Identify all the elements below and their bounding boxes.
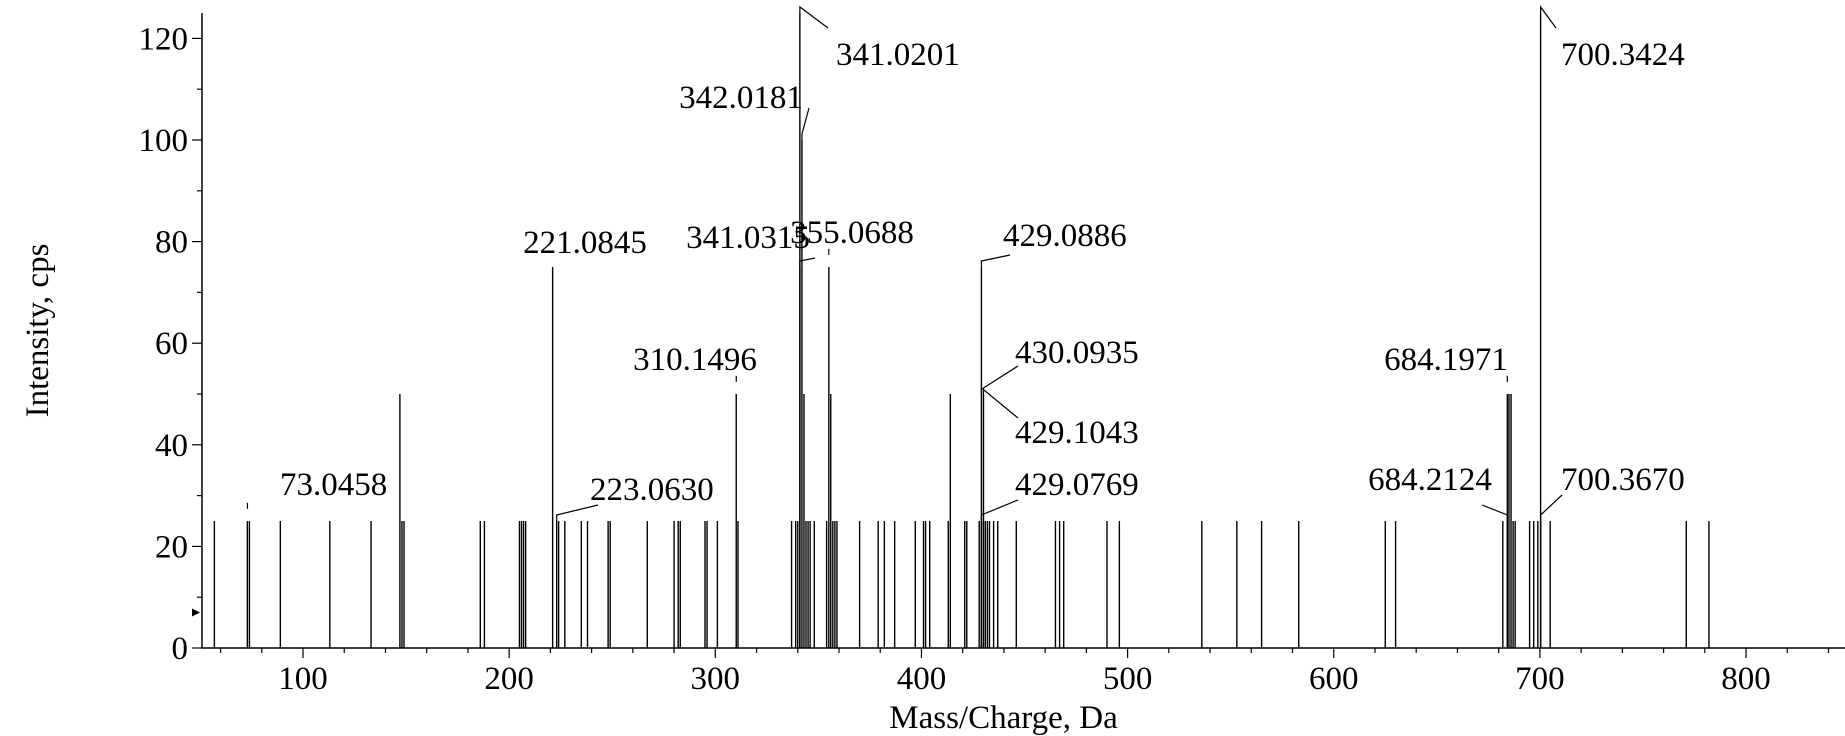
x-tick-label: 200: [484, 661, 534, 697]
peak-label: 73.0458: [280, 467, 387, 503]
annotation-labels: 73.0458221.0845223.0630310.1496341.03153…: [280, 37, 1685, 508]
x-axis-title: Mass/Charge, Da: [889, 700, 1118, 736]
annotation-leaders: [246, 5, 1563, 521]
annotation-leader: [982, 365, 1019, 394]
peak-label: 341.0201: [836, 37, 960, 73]
y-axis-ticks: 0 20 40 60 80 100 120: [139, 21, 202, 667]
annotation-leader: [980, 254, 1011, 267]
peak-label: 429.1043: [1015, 415, 1139, 451]
y-tick-label: 80: [155, 225, 188, 261]
peak-label: 429.0769: [1015, 467, 1139, 503]
annotation-leader: [980, 499, 1019, 521]
peak-bars: [213, 13, 1710, 648]
y-axis-title: Intensity, cps: [20, 244, 56, 418]
peak-label: 684.2124: [1368, 462, 1492, 498]
y-tick-label: 60: [155, 326, 188, 362]
peak-label: 684.1971: [1384, 342, 1508, 378]
peak-label: 355.0688: [790, 215, 914, 251]
annotation-leader: [1481, 504, 1508, 521]
x-axis-ticks: 100 200 300 400 500 600 700 800: [219, 648, 1830, 697]
x-tick-label: 400: [897, 661, 947, 697]
x-tick-label: 300: [691, 661, 741, 697]
annotation-leader: [801, 107, 810, 140]
x-tick-label: 600: [1309, 661, 1359, 697]
peak-label: 700.3670: [1561, 462, 1685, 498]
y-tick-label: 0: [172, 631, 189, 667]
peak-label: 310.1496: [633, 342, 757, 378]
peak-label: 700.3424: [1561, 37, 1685, 73]
peak-label: 223.0630: [590, 472, 714, 508]
x-tick-label: 100: [278, 661, 328, 697]
x-tick-label: 800: [1721, 661, 1771, 697]
annotation-leader: [1540, 5, 1557, 29]
annotation-leader: [799, 257, 816, 267]
annotation-leader: [980, 386, 1019, 419]
x-tick-label: 700: [1515, 661, 1565, 697]
y-tick-label: 40: [155, 428, 188, 464]
peak-label: 341.0315: [686, 220, 810, 256]
peak-label: 429.0886: [1003, 218, 1127, 254]
peak-label: 430.0935: [1015, 335, 1139, 371]
y-tick-label: 120: [139, 21, 189, 57]
axes: 0 20 40 60 80 100 120 100 200 300 400 500 600 700 800…: [20, 13, 1845, 736]
annotation-leader: [556, 504, 599, 521]
peak-label: 221.0845: [523, 225, 647, 261]
x-tick-label: 500: [1103, 661, 1153, 697]
peak-label: 342.0181: [679, 80, 803, 116]
offset-marker-icon: [192, 608, 200, 617]
annotation-leader: [799, 5, 829, 29]
y-tick-label: 100: [139, 123, 189, 159]
y-tick-label: 20: [155, 529, 188, 565]
annotation-leader: [1540, 494, 1563, 521]
